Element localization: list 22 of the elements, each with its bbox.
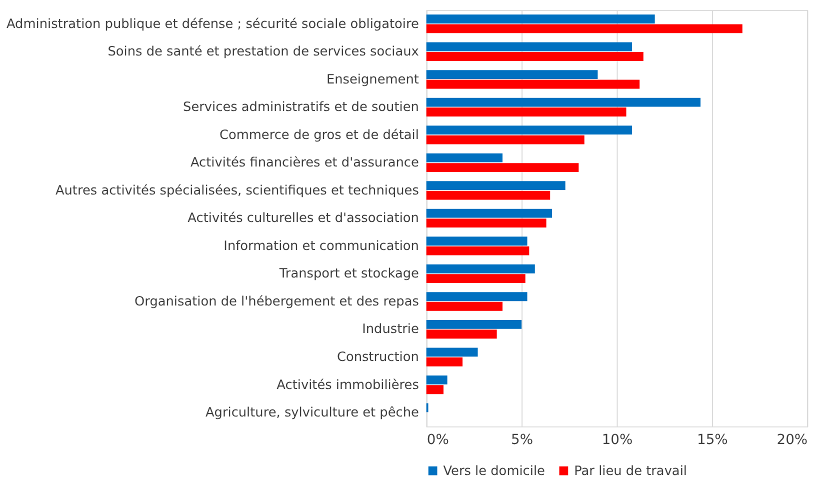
x-tick-label: 15% xyxy=(697,432,728,448)
y-tick-label: Transport et stockage xyxy=(278,266,420,282)
x-tick-label: 5% xyxy=(511,432,534,448)
y-tick-label: Activités culturelles et d'association xyxy=(188,211,419,226)
y-tick-label: Enseignement xyxy=(326,72,419,88)
y-tick-label: Agriculture, sylviculture et pêche xyxy=(205,406,419,421)
y-tick-label: Autres activités spécialisées, scientifiques et techniques xyxy=(55,183,420,198)
y-tick-label: Information et communication xyxy=(224,238,419,254)
y-tick-label: Activités immobilières xyxy=(276,378,420,393)
y-tick-label: Construction xyxy=(336,350,419,365)
y-tick-label: Activités financières et d'assurance xyxy=(190,156,420,171)
x-tick-label: 0% xyxy=(426,432,449,448)
y-tick-label: Administration publique et défense ; sécurité sociale obligatoire xyxy=(6,16,420,32)
legend-label: Par lieu de travail xyxy=(574,464,687,479)
y-tick-label: Services administratifs et de soutien xyxy=(183,100,419,116)
y-tick-label: Commerce de gros et de détail xyxy=(219,128,419,143)
x-tick-label: 20% xyxy=(776,432,808,448)
y-tick-label: Industrie xyxy=(362,322,420,338)
y-tick-label: Organisation de l'hébergement et des repas xyxy=(134,294,420,310)
y-tick-label: Soins de santé et prestation de services sociaux xyxy=(108,44,420,60)
legend-label: Vers le domicile xyxy=(443,464,546,479)
x-tick-label: 10% xyxy=(602,432,633,448)
